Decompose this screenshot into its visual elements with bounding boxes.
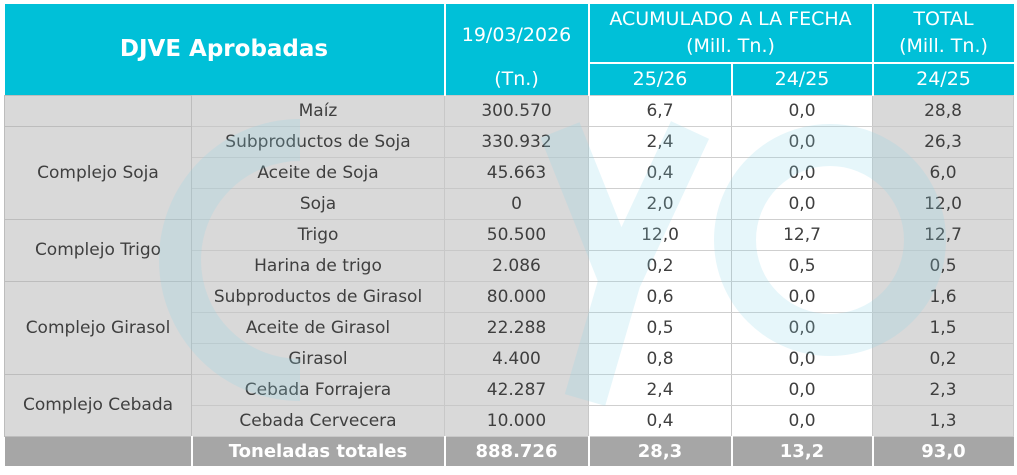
table-row: Aceite de Girasol 22.288 0,5 0,0 1,5: [5, 311, 1014, 344]
acumulado-header: ACUMULADO A LA FECHA (Mill. Tn.): [588, 4, 874, 64]
acum-2526-cell: 12,0: [588, 218, 732, 251]
acum-2425-cell: 0,0: [731, 156, 873, 189]
acum-2425-cell: 0,0: [731, 342, 873, 375]
table-row: Complejo Cebada Cebada Forrajera 42.287 2,4…: [4, 373, 1014, 437]
acum-2425-cell: 0,0: [731, 373, 873, 406]
product-cell: Maíz: [191, 94, 445, 127]
totals-tn: 888.726: [444, 436, 590, 466]
acum-2425-cell: 0,0: [731, 94, 873, 127]
acum-2526-cell: 0,8: [588, 342, 732, 375]
totals-total-2425: 93,0: [872, 436, 1014, 466]
tn-cell: 50.500: [444, 218, 589, 251]
acum-2425-cell: 0,0: [731, 187, 873, 220]
col-header-2526: 25/26: [588, 63, 733, 95]
acum-2425-cell: 0,0: [731, 311, 873, 344]
total-2425-cell: 2,3: [872, 373, 1014, 406]
product-cell: Girasol: [191, 342, 445, 375]
table-row: Maíz 300.570 6,7 0,0 28,8: [4, 94, 1014, 127]
total-2425-cell: 0,2: [872, 342, 1014, 375]
totals-row: Toneladas totales 888.726 28,3 13,2 93,0: [4, 436, 1014, 466]
product-cell: Trigo: [191, 218, 445, 251]
acum-2526-cell: 0,6: [588, 280, 732, 313]
acum-2425-cell: 0,5: [731, 249, 873, 282]
tn-cell: 4.400: [444, 342, 589, 375]
acum-2526-cell: 2,4: [588, 373, 732, 406]
total-2425-cell: 1,3: [872, 404, 1014, 437]
group-label: Complejo Soja: [4, 125, 192, 220]
acum-2526-cell: 2,4: [588, 125, 732, 158]
product-cell: Cebada Forrajera: [191, 373, 445, 406]
total-2425-cell: 1,6: [872, 280, 1014, 313]
total-unit: (Mill. Tn.): [899, 35, 988, 57]
totals-spacer: [4, 436, 193, 466]
total-2425-cell: 28,8: [872, 94, 1014, 127]
tn-cell: 0: [444, 187, 589, 220]
acum-2526-cell: 6,7: [588, 94, 732, 127]
totals-acum-2526: 28,3: [588, 436, 733, 466]
table-row: Complejo Trigo Trigo 50.500 12,0 12,7 12,7: [4, 218, 1014, 282]
product-cell: Soja: [191, 187, 445, 220]
acum-2425-cell: 0,0: [731, 280, 873, 313]
tn-cell: 300.570: [444, 94, 589, 127]
total-2425-cell: 6,0: [872, 156, 1014, 189]
product-cell: Cebada Cervecera: [191, 404, 445, 437]
acum-2425-cell: 12,7: [731, 218, 873, 251]
tn-cell: 330.932: [444, 125, 589, 158]
totals-acum-2425: 13,2: [731, 436, 874, 466]
group-label: Complejo Cebada: [4, 373, 192, 437]
total-header: TOTAL (Mill. Tn.): [872, 4, 1014, 64]
total-2425-cell: 12,0: [872, 187, 1014, 220]
group-label: Complejo Trigo: [4, 218, 192, 282]
tn-cell: 42.287: [444, 373, 589, 406]
table-body: Maíz 300.570 6,7 0,0 28,8 Complejo Soja Subpro…: [4, 94, 1014, 437]
date-unit-header: (Tn.): [444, 63, 590, 95]
table-row: Complejo Soja Subproductos de Soja 330.932…: [4, 125, 1014, 220]
total-2425-cell: 26,3: [872, 125, 1014, 158]
table-title: DJVE Aprobadas: [4, 4, 446, 95]
acumulado-unit: (Mill. Tn.): [686, 35, 775, 57]
table-header: DJVE Aprobadas 19/03/2026 ACUMULADO A LA…: [4, 4, 1014, 95]
tn-cell: 45.663: [444, 156, 589, 189]
total-2425-cell: 1,5: [872, 311, 1014, 344]
product-cell: Subproductos de Girasol: [191, 280, 445, 313]
totals-label: Toneladas totales: [191, 436, 446, 466]
group-label: [4, 94, 192, 127]
table-row: Cebada Cervecera 10.000 0,4 0,0 1,3: [5, 404, 1014, 437]
tn-cell: 10.000: [444, 404, 589, 437]
col-header-total-2425: 24/25: [872, 63, 1014, 95]
table-row: Complejo Girasol Subproductos de Girasol 8…: [4, 280, 1014, 375]
acumulado-label: ACUMULADO A LA FECHA: [609, 8, 852, 30]
table-row: Aceite de Soja 45.663 0,4 0,0 6,0: [5, 156, 1014, 189]
acum-2425-cell: 0,0: [731, 404, 873, 437]
product-cell: Aceite de Girasol: [191, 311, 445, 344]
acum-2526-cell: 2,0: [588, 187, 732, 220]
acum-2526-cell: 0,4: [588, 404, 732, 437]
total-2425-cell: 12,7: [872, 218, 1014, 251]
acum-2526-cell: 0,2: [588, 249, 732, 282]
acum-2425-cell: 0,0: [731, 125, 873, 158]
djve-table: DJVE Aprobadas 19/03/2026 ACUMULADO A LA…: [4, 4, 1014, 466]
product-cell: Subproductos de Soja: [191, 125, 445, 158]
total-label: TOTAL: [913, 8, 974, 30]
table-row: Girasol 4.400 0,8 0,0 0,2: [5, 342, 1014, 375]
date-header: 19/03/2026: [444, 4, 590, 63]
product-cell: Aceite de Soja: [191, 156, 445, 189]
tn-cell: 2.086: [444, 249, 589, 282]
col-header-2425: 24/25: [731, 63, 874, 95]
acum-2526-cell: 0,4: [588, 156, 732, 189]
total-2425-cell: 0,5: [872, 249, 1014, 282]
group-label: Complejo Girasol: [4, 280, 192, 375]
tn-cell: 22.288: [444, 311, 589, 344]
acum-2526-cell: 0,5: [588, 311, 732, 344]
product-cell: Harina de trigo: [191, 249, 445, 282]
tn-cell: 80.000: [444, 280, 589, 313]
